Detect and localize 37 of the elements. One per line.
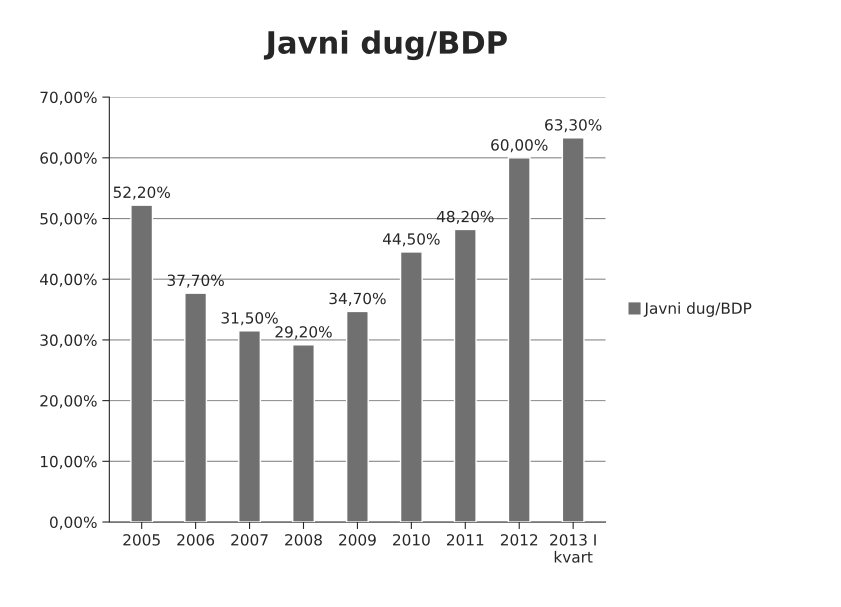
x-tick-label: 2010 <box>393 534 430 546</box>
x-tick-label: 2005 <box>123 534 160 546</box>
bar <box>454 228 477 522</box>
bar <box>292 344 315 522</box>
legend-label: Javni dug/BDP <box>644 302 752 317</box>
y-tick-label: 0,00% <box>50 516 97 530</box>
x-tick-label: 2009 <box>339 534 376 546</box>
y-tick-label: 50,00% <box>40 212 97 226</box>
data-label: 60,00% <box>491 139 548 152</box>
bar <box>562 137 585 522</box>
y-tick-label: 70,00% <box>40 92 97 105</box>
x-tick-label: 2006 <box>177 534 214 546</box>
bar <box>346 310 369 522</box>
x-tick-label: 2013 I kvart <box>550 534 596 563</box>
bar <box>400 251 423 522</box>
data-label: 29,20% <box>275 326 332 340</box>
data-label: 34,70% <box>329 292 386 306</box>
y-tick-label: 40,00% <box>40 274 97 287</box>
bar <box>130 204 154 522</box>
chart-title: Javni dug/BDP <box>264 30 507 60</box>
bar <box>184 292 208 522</box>
y-tick-label: 60,00% <box>40 152 97 166</box>
x-tick-label: 2011 <box>446 534 484 546</box>
data-label: 63,30% <box>545 119 602 132</box>
data-label: 44,50% <box>382 233 440 246</box>
x-tick-label: 2008 <box>285 534 322 546</box>
data-label: 37,70% <box>168 274 224 288</box>
x-tick-label: 2012 <box>500 534 538 546</box>
data-label: 48,20% <box>436 210 494 224</box>
x-tick-label: 2007 <box>231 534 268 546</box>
data-label: 31,50% <box>222 312 278 326</box>
y-tick-label: 30,00% <box>40 334 97 348</box>
y-tick-label: 10,00% <box>40 456 97 469</box>
y-tick-label: 20,00% <box>40 395 97 408</box>
bar <box>238 330 262 522</box>
bar <box>508 157 531 522</box>
data-label: 52,20% <box>114 186 170 200</box>
